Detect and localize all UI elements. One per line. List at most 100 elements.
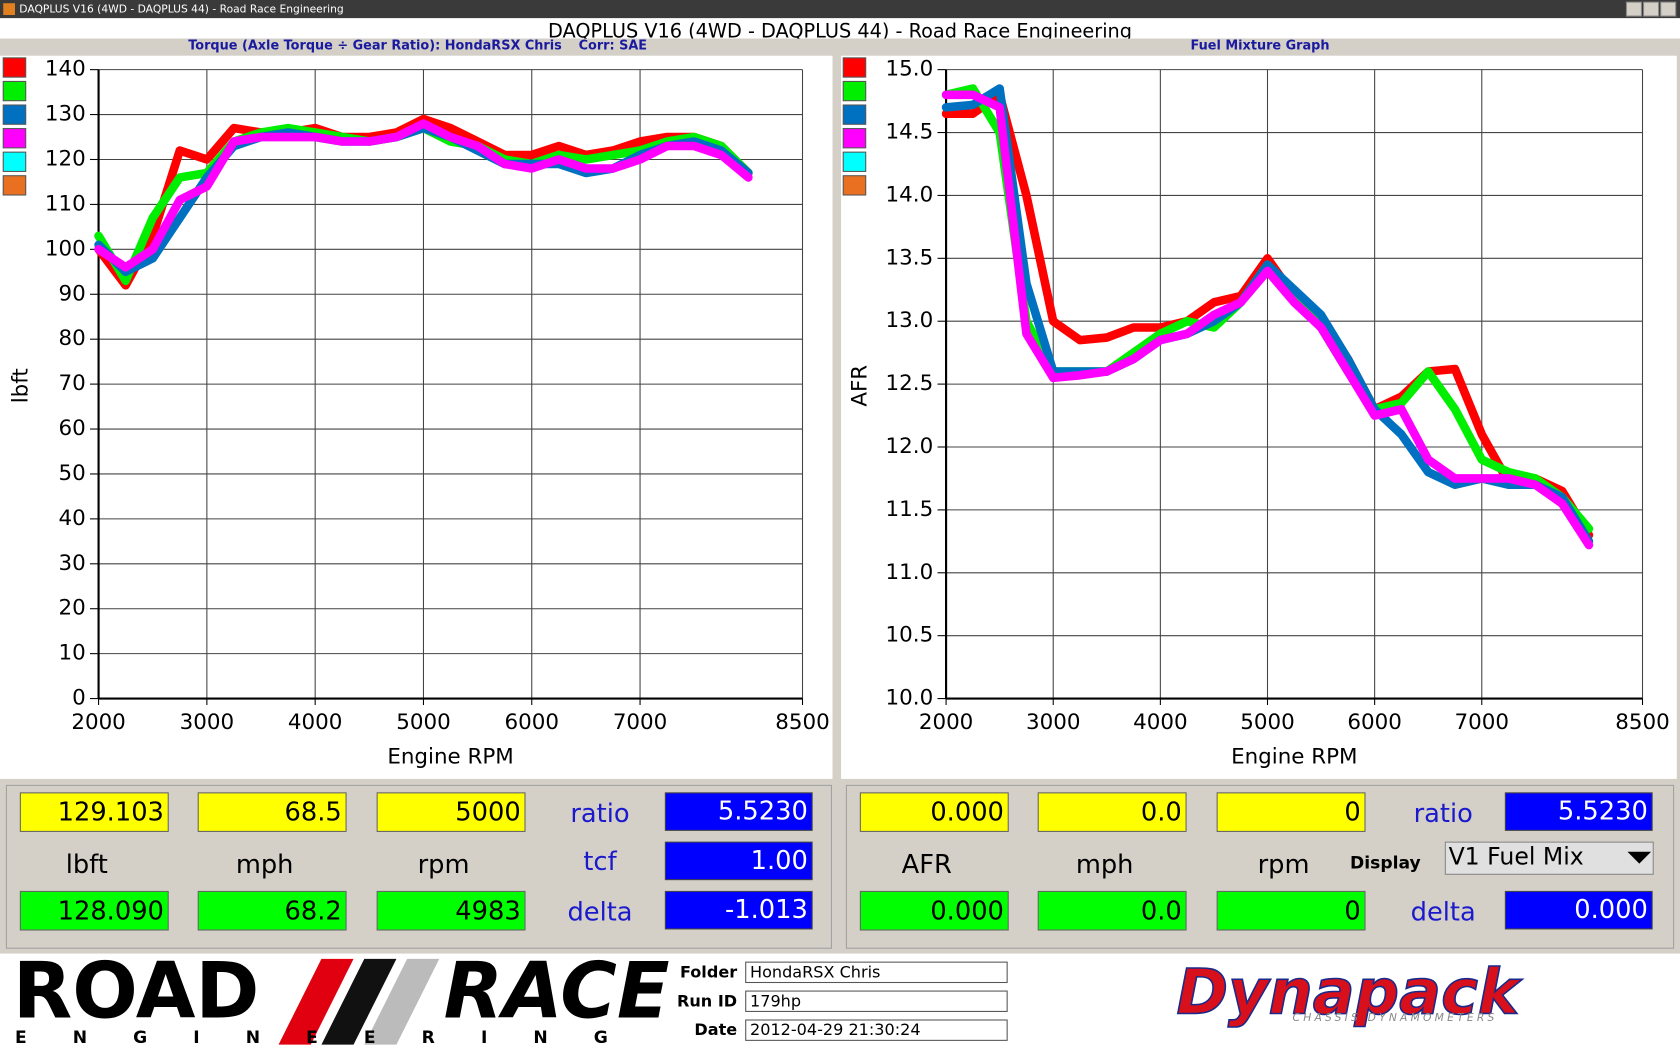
side-box xyxy=(1504,890,1653,930)
y-tick-label: 20 xyxy=(58,596,85,621)
app-icon xyxy=(3,3,15,15)
x-tick-label: 4000 xyxy=(288,710,342,735)
field-value: 2012-04-29 21:30:24 xyxy=(750,1020,921,1039)
legend-swatch xyxy=(2,104,27,125)
x-tick-label: 2000 xyxy=(919,710,973,735)
side-value: 5.5230 xyxy=(718,797,808,827)
legend-swatch xyxy=(842,175,867,196)
side-label: ratio xyxy=(570,799,629,829)
x-axis-label: Engine RPM xyxy=(387,745,513,770)
side-label: ratio xyxy=(1414,799,1473,829)
readout-value: 68.5 xyxy=(285,798,342,828)
readout-unit: mph xyxy=(236,850,294,880)
y-tick-label: 90 xyxy=(58,281,85,306)
field-box xyxy=(745,1019,1008,1041)
x-tick-label: 8500 xyxy=(775,710,829,735)
readout-value: 68.2 xyxy=(285,896,342,926)
field-label: Date xyxy=(694,1020,737,1039)
data-line xyxy=(941,90,1594,540)
header-bg xyxy=(0,18,1680,39)
side-box xyxy=(664,890,813,930)
y-tick-label: 0 xyxy=(72,686,86,711)
readout-box xyxy=(376,890,526,931)
y-tick-label: 140 xyxy=(45,57,86,82)
logo-slash xyxy=(278,958,354,1045)
close-button[interactable] xyxy=(1660,1,1677,17)
x-tick-label: 3000 xyxy=(180,710,234,735)
data-line xyxy=(94,114,753,290)
y-tick-label: 40 xyxy=(58,506,85,531)
legend-swatch xyxy=(842,80,867,102)
legend-swatch xyxy=(842,151,867,172)
readout-value: 0 xyxy=(1344,896,1360,926)
chart-title: Fuel Mixture Graph xyxy=(1190,39,1329,54)
readout-box xyxy=(19,890,169,931)
readout-box xyxy=(1216,792,1366,832)
logo-slash xyxy=(364,958,440,1045)
header: DAQPLUS V16 (4WD - DAQPLUS 44) - Road Ra… xyxy=(548,20,1132,43)
side-box xyxy=(664,841,813,881)
x-tick-label: 5000 xyxy=(1240,710,1294,735)
logo-sub: ENGINEERING xyxy=(15,1028,654,1048)
x-tick-label: 6000 xyxy=(505,710,559,735)
readout-unit: rpm xyxy=(1258,850,1310,880)
logo-slash xyxy=(321,958,397,1045)
readout-box xyxy=(197,792,347,832)
brand: Dynapack xyxy=(1176,956,1522,1029)
y-tick-label: 14.0 xyxy=(886,182,934,207)
readout-box xyxy=(859,890,1009,931)
field-value: HondaRSX Chris xyxy=(750,962,880,981)
x-tick-label: 3000 xyxy=(1026,710,1080,735)
legend-swatch xyxy=(842,57,867,78)
legend-swatch xyxy=(2,57,27,78)
minimize-button[interactable] xyxy=(1625,1,1642,17)
y-tick-label: 15.0 xyxy=(886,57,934,82)
legend-swatch xyxy=(842,104,867,125)
readout-value: 0.0 xyxy=(1141,896,1182,926)
readout-box xyxy=(859,792,1009,832)
x-tick-label: 4000 xyxy=(1133,710,1187,735)
y-tick-label: 10 xyxy=(58,641,85,666)
y-tick-label: 12.5 xyxy=(886,371,934,396)
title-bar xyxy=(0,0,1680,19)
y-axis-label: lbft xyxy=(8,368,33,403)
x-tick-label: 8500 xyxy=(1615,710,1669,735)
legend-swatch xyxy=(2,175,27,196)
y-tick-label: 13.5 xyxy=(886,245,934,270)
dropdown-value: V1 Fuel Mix xyxy=(1449,843,1584,871)
data-line xyxy=(94,119,753,272)
y-tick-label: 13.0 xyxy=(886,308,934,333)
y-tick-label: 110 xyxy=(45,191,86,216)
x-tick-label: 5000 xyxy=(396,710,450,735)
side-box xyxy=(664,792,813,831)
maximize-button[interactable] xyxy=(1643,1,1660,17)
chart-title: Torque (Axle Torque ÷ Gear Ratio): Honda… xyxy=(188,39,562,54)
x-axis-label: Engine RPM xyxy=(1231,745,1357,770)
legend-swatch xyxy=(2,151,27,172)
window-buttons[interactable] xyxy=(1625,1,1677,17)
chart-panel xyxy=(841,55,1677,779)
logo-text: RACE xyxy=(444,946,670,1036)
readout-box xyxy=(1216,890,1366,931)
side-label: tcf xyxy=(583,847,617,877)
y-tick-label: 130 xyxy=(45,102,86,127)
readout-value: 128.090 xyxy=(58,896,164,926)
window-title: DAQPLUS V16 (4WD - DAQPLUS 44) - Road Ra… xyxy=(19,3,343,16)
x-tick-label: 6000 xyxy=(1347,710,1401,735)
side-label: delta xyxy=(567,897,632,927)
readout-box xyxy=(376,792,526,832)
y-tick-label: 10.0 xyxy=(886,686,934,711)
y-tick-label: 120 xyxy=(45,146,86,171)
display-button[interactable] xyxy=(1345,848,1425,879)
field-label: Run ID xyxy=(677,991,737,1010)
brand-sub: CHASSIS DYNAMOMETERS xyxy=(1293,1011,1498,1024)
y-tick-label: 11.5 xyxy=(886,497,934,522)
side-value: 1.00 xyxy=(751,846,808,876)
x-tick-label: 7000 xyxy=(1455,710,1509,735)
y-tick-label: 12.0 xyxy=(886,434,934,459)
dropdown[interactable] xyxy=(1444,841,1654,875)
y-tick-label: 11.0 xyxy=(886,560,934,585)
dropdown-arrow xyxy=(1627,851,1652,864)
y-tick-label: 60 xyxy=(58,416,85,441)
